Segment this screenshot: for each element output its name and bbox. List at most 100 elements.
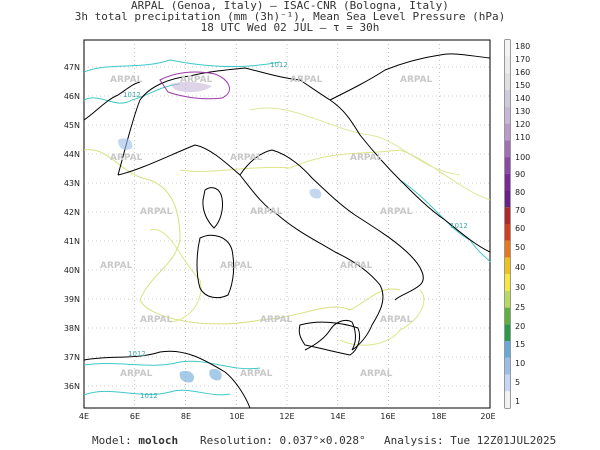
colorbar-label: 80 — [515, 188, 525, 197]
colorbar-swatch — [505, 341, 510, 358]
colorbar-swatch — [505, 357, 510, 375]
colorbar-label: 110 — [515, 133, 530, 142]
colorbar-label: 40 — [515, 263, 525, 272]
lat-label: 44N — [64, 150, 80, 159]
colorbar-swatch — [505, 224, 510, 241]
precipitation-patch — [179, 370, 195, 383]
colorbar-swatches — [505, 40, 510, 408]
colorbar-swatch — [505, 324, 510, 342]
italy-coastline — [117, 144, 424, 351]
precipitation-patch — [159, 71, 230, 100]
header-line-variables: 3h total precipitation (mm (3h)⁻¹), Mean… — [74, 10, 506, 23]
africa-coastline — [83, 350, 251, 409]
lon-label: 6E — [130, 412, 140, 421]
lat-label: 43N — [64, 179, 80, 188]
watermark-label: ARPAL — [380, 207, 413, 217]
precipitation-patch — [118, 138, 133, 150]
colorbar-label: 15 — [515, 340, 525, 349]
colorbar-swatch — [505, 157, 510, 174]
colorbar-swatch — [505, 391, 510, 408]
france-border — [83, 81, 141, 121]
colorbar-swatch — [505, 290, 510, 308]
sicily-coastline — [298, 321, 361, 356]
isobar-line — [83, 149, 401, 325]
colorbar-label: 20 — [515, 322, 525, 331]
colorbar-swatch — [505, 374, 510, 392]
colorbar-swatch — [505, 173, 510, 191]
watermark-label: ARPAL — [100, 261, 133, 271]
colorbar-swatch — [505, 90, 510, 107]
colorbar-label: 150 — [515, 81, 530, 90]
isobar-line — [179, 149, 491, 201]
colorbar-label: 30 — [515, 283, 525, 292]
watermark-label: ARPAL — [110, 75, 143, 85]
colorbar-swatch — [505, 307, 510, 325]
isobar-label: 1012 — [123, 91, 141, 99]
lon-label: 10E — [229, 412, 244, 421]
sardinia-coastline — [196, 234, 235, 299]
isobar-label: 1012 — [128, 350, 146, 358]
colorbar-swatch — [505, 123, 510, 141]
isobars — [83, 59, 491, 396]
lat-label: 41N — [64, 237, 80, 246]
colorbar-label: 25 — [515, 303, 525, 312]
lat-label: 36N — [64, 382, 80, 391]
corsica-coastline — [202, 187, 223, 229]
watermark-label: ARPAL — [250, 207, 283, 217]
lat-label: 42N — [64, 208, 80, 217]
colorbar-label: 130 — [515, 107, 530, 116]
colorbar-label: 10 — [515, 359, 525, 368]
balkan-coastline — [329, 99, 491, 253]
precipitation-areas — [118, 71, 322, 383]
isobar-line — [249, 107, 461, 176]
colorbar-swatch — [505, 140, 510, 158]
alps-border — [117, 67, 331, 176]
colorbar-swatch — [505, 56, 510, 74]
colorbar-label: 70 — [515, 206, 525, 215]
isobar-line — [149, 229, 202, 323]
watermark-label: ARPAL — [230, 153, 263, 163]
precipitation-patch — [170, 81, 212, 93]
lat-label: 38N — [64, 324, 80, 333]
lat-label: 39N — [64, 295, 80, 304]
lon-label: 12E — [279, 412, 294, 421]
lat-label: 45N — [64, 121, 80, 130]
precipitation-patch — [209, 368, 222, 381]
watermark-label: ARPAL — [350, 153, 383, 163]
precipitation-patch — [309, 188, 322, 199]
isobar-line — [83, 360, 261, 370]
footer-model-value: moloch — [138, 434, 179, 447]
coastlines — [83, 53, 491, 409]
watermark-label: ARPAL — [110, 153, 143, 163]
watermark-label: ARPAL — [400, 75, 433, 85]
footer-resolution: Resolution: 0.037°×0.028° — [200, 434, 366, 447]
isobar-label: 1012 — [140, 392, 158, 400]
colorbar-swatch — [505, 40, 510, 57]
footer-model-label: Model: — [92, 434, 132, 447]
lon-label: 16E — [380, 412, 395, 421]
header-line-institutions: ARPAL (Genoa, Italy) – ISAC-CNR (Bologna… — [131, 0, 449, 12]
lat-label: 37N — [64, 353, 80, 362]
lon-label: 8E — [181, 412, 191, 421]
isobar-label: 1012 — [270, 61, 288, 69]
colorbar-label: 50 — [515, 243, 525, 252]
isobar-line — [83, 389, 231, 396]
colorbar-swatch — [505, 190, 510, 208]
colorbar-swatch — [505, 257, 510, 275]
lon-label: 20E — [480, 412, 495, 421]
isobar-label: 1012 — [450, 222, 468, 230]
watermark-label: ARPAL — [340, 261, 373, 271]
colorbar-label: 60 — [515, 224, 525, 233]
watermark-label: ARPAL — [180, 75, 213, 85]
colorbar-swatch — [505, 207, 510, 224]
header-line-validity: 18 UTC Wed 02 JUL – τ = 30h — [200, 21, 380, 34]
lon-label: 4E — [79, 412, 89, 421]
colorbar-swatch — [505, 274, 510, 291]
map-graticule — [84, 40, 490, 408]
colorbar-label: 1 — [515, 397, 520, 406]
colorbar-label: 160 — [515, 68, 530, 77]
colorbar-label: 100 — [515, 153, 530, 162]
watermark-label: ARPAL — [140, 315, 173, 325]
colorbar-label: 120 — [515, 120, 530, 129]
